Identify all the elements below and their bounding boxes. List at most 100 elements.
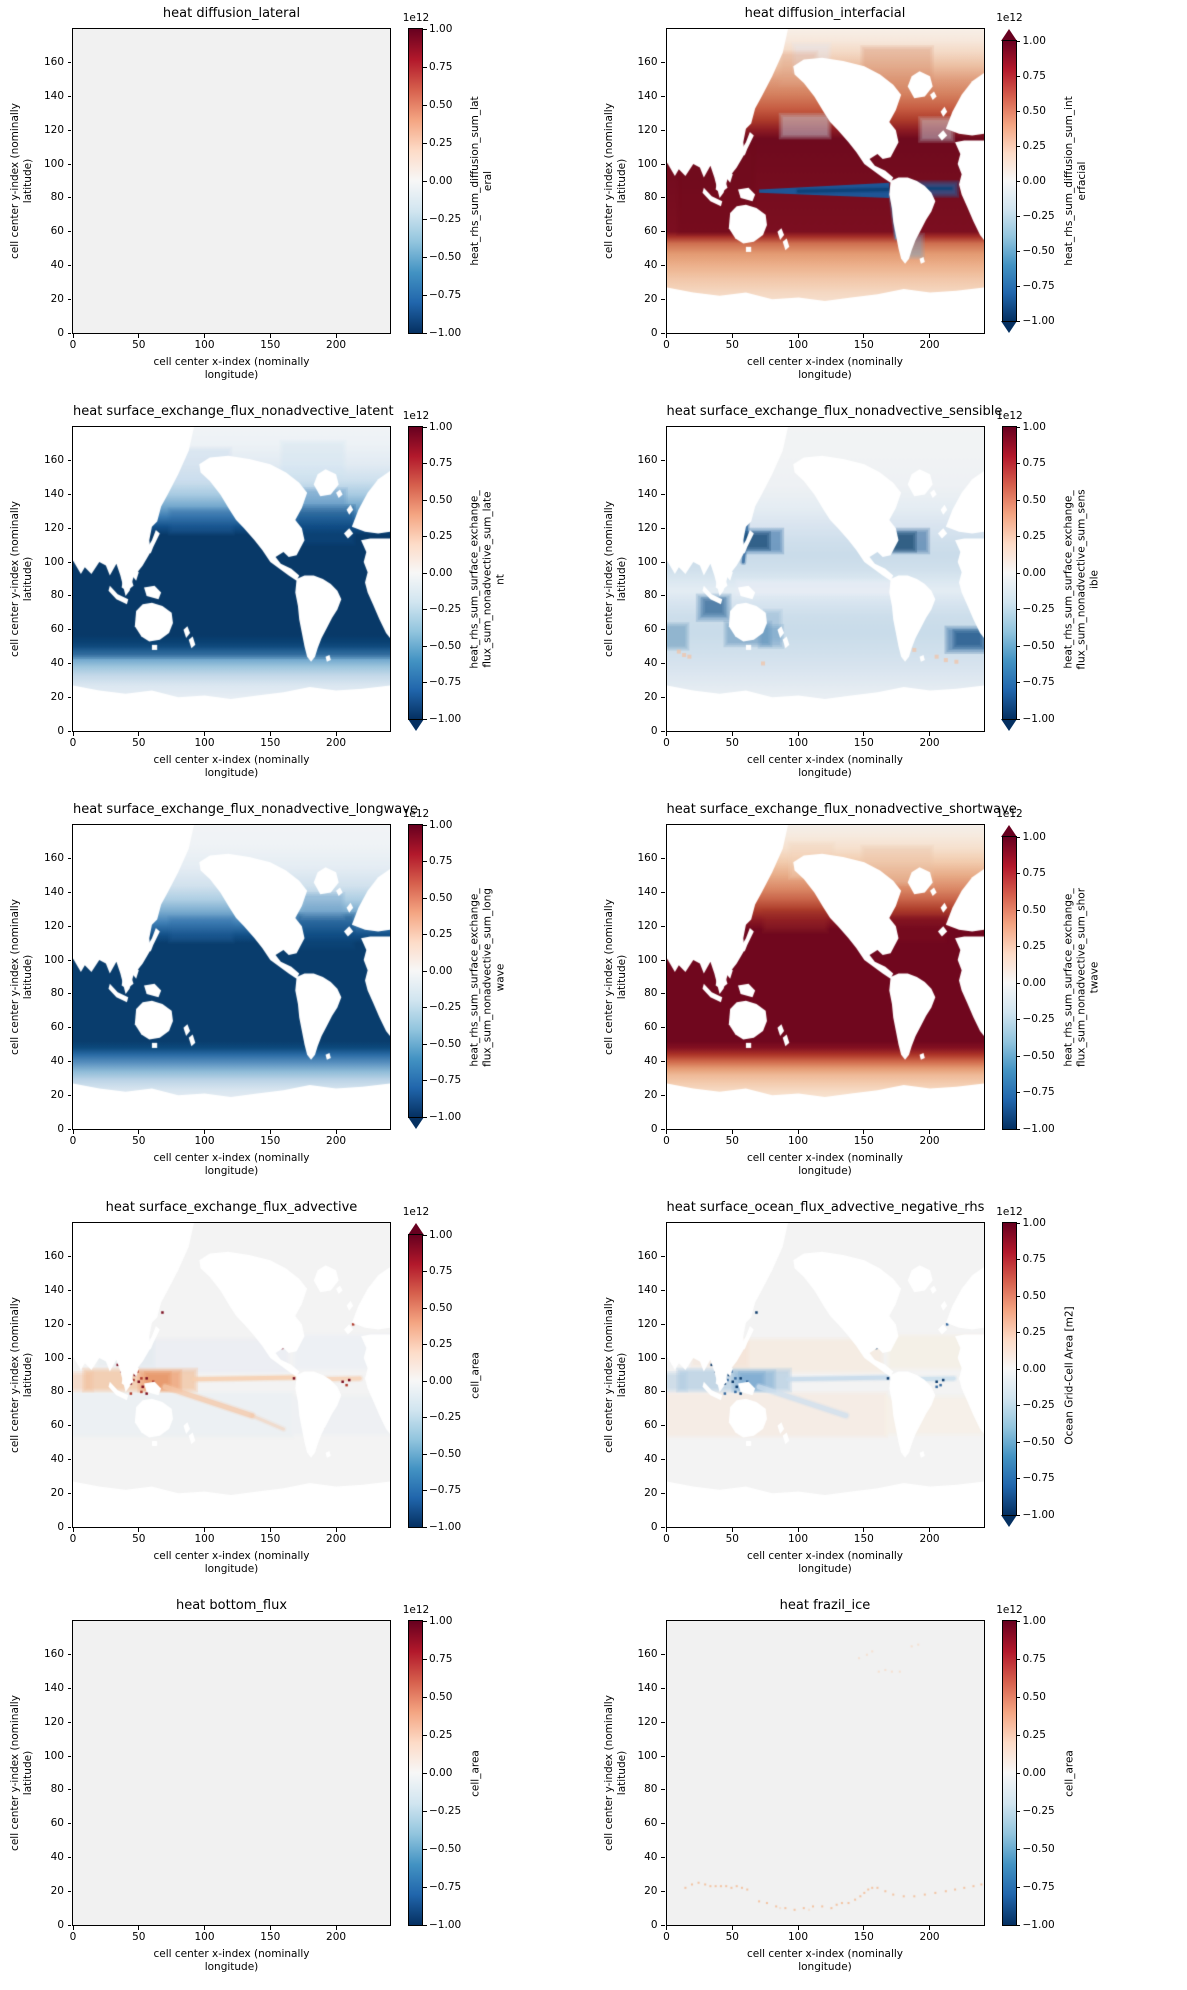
- colorbar-tick-mark: [423, 142, 427, 144]
- colorbar-tick-mark: [423, 934, 427, 935]
- colorbar-flux-sensible: [1001, 426, 1017, 720]
- x-axis-label: cell center x-index (nominally longitude…: [153, 1152, 310, 1177]
- colorbar-tick-label: −0.50: [429, 1037, 462, 1050]
- y-tick-mark: [661, 1755, 665, 1757]
- y-tick-label: 80: [50, 1783, 64, 1796]
- colorbar-tick-mark: [1016, 1696, 1020, 1698]
- x-tick-mark: [138, 1130, 140, 1134]
- colorbar-tick-mark: [1016, 250, 1020, 252]
- y-tick-label: 20: [50, 292, 64, 305]
- y-tick-label: 140: [637, 886, 658, 899]
- y-tick-label: 140: [43, 90, 64, 103]
- colorbar-tick-label: 0.50: [429, 1690, 453, 1703]
- colorbar-arrow-down: [407, 1117, 424, 1129]
- colorbar-arrow-down: [1001, 719, 1017, 731]
- y-tick-label: 80: [50, 1385, 64, 1398]
- x-tick-label: 150: [260, 737, 281, 749]
- colorbar-tick-label: −0.25: [429, 1001, 462, 1013]
- y-tick-mark: [661, 959, 665, 961]
- colorbar-tick-mark: [423, 1234, 427, 1236]
- colorbar-tick-mark: [1016, 180, 1020, 182]
- y-tick-mark: [661, 892, 665, 894]
- y-tick-label: 140: [637, 1682, 658, 1695]
- colorbar-ocean-flux-negative-rhs: [1001, 1222, 1017, 1516]
- y-tick-mark: [67, 1128, 71, 1130]
- y-tick-label: 160: [637, 56, 658, 69]
- colorbar-tick-label: 0.75: [1022, 69, 1046, 82]
- x-tick-label: 200: [919, 1931, 940, 1943]
- colorbar-tick-mark: [1016, 1886, 1020, 1888]
- y-tick-mark: [661, 993, 665, 995]
- colorbar-scale-label: 1e12: [402, 1604, 430, 1616]
- colorbar-tick-mark: [1016, 1772, 1020, 1774]
- colorbar-tick-label: −0.25: [429, 603, 462, 615]
- colorbar-flux-advective: [408, 1234, 423, 1528]
- x-tick-label: 100: [194, 339, 215, 351]
- colorbar-axis-label: heat_rhs_sum_diffusion_sum_lat eral: [469, 96, 494, 266]
- y-tick-mark: [67, 1856, 71, 1858]
- colorbar-tick-mark: [423, 609, 427, 610]
- y-tick-mark: [661, 1027, 665, 1029]
- y-tick-label: 120: [43, 521, 64, 534]
- colorbar-axis-label: heat_rhs_sum_surface_exchange_ flux_sum_…: [1062, 488, 1100, 670]
- colorbar-tick-mark: [423, 499, 427, 501]
- x-tick-label: 50: [725, 1135, 739, 1147]
- colorbar-tick-label: 1.00: [1022, 830, 1046, 843]
- x-tick-label: 50: [132, 339, 146, 351]
- colorbar-tick-label: 0.00: [429, 1374, 453, 1387]
- colorbar-tick-label: 0.50: [1022, 1289, 1046, 1302]
- y-tick-label: 120: [637, 123, 658, 136]
- plot-title: heat frazil_ice: [779, 1598, 871, 1613]
- y-tick-label: 120: [637, 919, 658, 932]
- colorbar-tick-mark: [1016, 499, 1020, 501]
- x-tick-mark: [666, 1528, 667, 1532]
- colorbar-tick-label: −1.00: [429, 1918, 462, 1931]
- y-tick-label: 140: [637, 488, 658, 501]
- x-tick-mark: [335, 1926, 337, 1930]
- colorbar-tick-mark: [1016, 1019, 1020, 1020]
- y-tick-mark: [661, 1492, 665, 1494]
- x-tick-label: 100: [788, 1533, 809, 1545]
- y-tick-mark: [661, 96, 665, 98]
- y-tick-mark: [67, 1789, 71, 1791]
- colorbar-flux-latent: [408, 426, 423, 720]
- colorbar-tick-label: 0.00: [1022, 976, 1046, 989]
- colorbar-tick-label: 0.50: [1022, 493, 1046, 506]
- y-tick-label: 120: [637, 1715, 658, 1728]
- y-tick-mark: [67, 1924, 71, 1926]
- y-tick-label: 100: [43, 1351, 64, 1364]
- y-tick-mark: [661, 1458, 665, 1460]
- x-tick-label: 200: [326, 1931, 347, 1943]
- colorbar-tick-mark: [1016, 426, 1020, 428]
- y-tick-label: 100: [637, 555, 658, 568]
- y-tick-label: 60: [644, 1817, 658, 1830]
- x-tick-mark: [204, 1528, 206, 1532]
- y-axis-label: cell center y-index (nominally latitude): [9, 1297, 34, 1453]
- colorbar-diffusion-interfacial: [1001, 40, 1017, 322]
- colorbar-tick-mark: [1016, 215, 1020, 217]
- colorbar-tick-label: 1.00: [1022, 1614, 1046, 1627]
- y-tick-label: 20: [644, 1884, 658, 1897]
- colorbar-tick-label: 0.50: [1022, 1690, 1046, 1703]
- y-axis-label: cell center y-index (nominally latitude): [602, 1695, 628, 1851]
- colorbar-scale-label: 1e12: [996, 410, 1023, 422]
- plot-title: heat surface_ocean_flux_advective_negati…: [666, 1200, 985, 1215]
- colorbar-tick-label: 1.00: [1022, 1216, 1046, 1229]
- colorbar-axis-label: cell_area: [469, 1749, 482, 1797]
- colorbar-tick-label: −0.75: [1022, 676, 1055, 688]
- subplot-bottom-flux: heat bottom_flux 0 50 100 150 200 0 20 40 60 80 100…: [0, 1592, 593, 1990]
- heatmap-diffusion-lateral: [73, 29, 390, 333]
- colorbar-tick-label: 0.25: [1022, 1728, 1046, 1741]
- x-tick-mark: [72, 1528, 74, 1532]
- y-tick-mark: [67, 264, 71, 266]
- x-tick-mark: [797, 334, 799, 338]
- colorbar-tick-mark: [1016, 1441, 1020, 1443]
- colorbar-flux-longwave: [408, 824, 423, 1118]
- y-tick-label: 40: [50, 1054, 64, 1067]
- y-tick-label: 120: [43, 1715, 64, 1728]
- y-tick-mark: [661, 730, 665, 732]
- colorbar-tick-label: 0.75: [1022, 1253, 1046, 1265]
- colorbar-tick-mark: [1016, 1128, 1020, 1130]
- y-tick-label: 40: [644, 1452, 658, 1465]
